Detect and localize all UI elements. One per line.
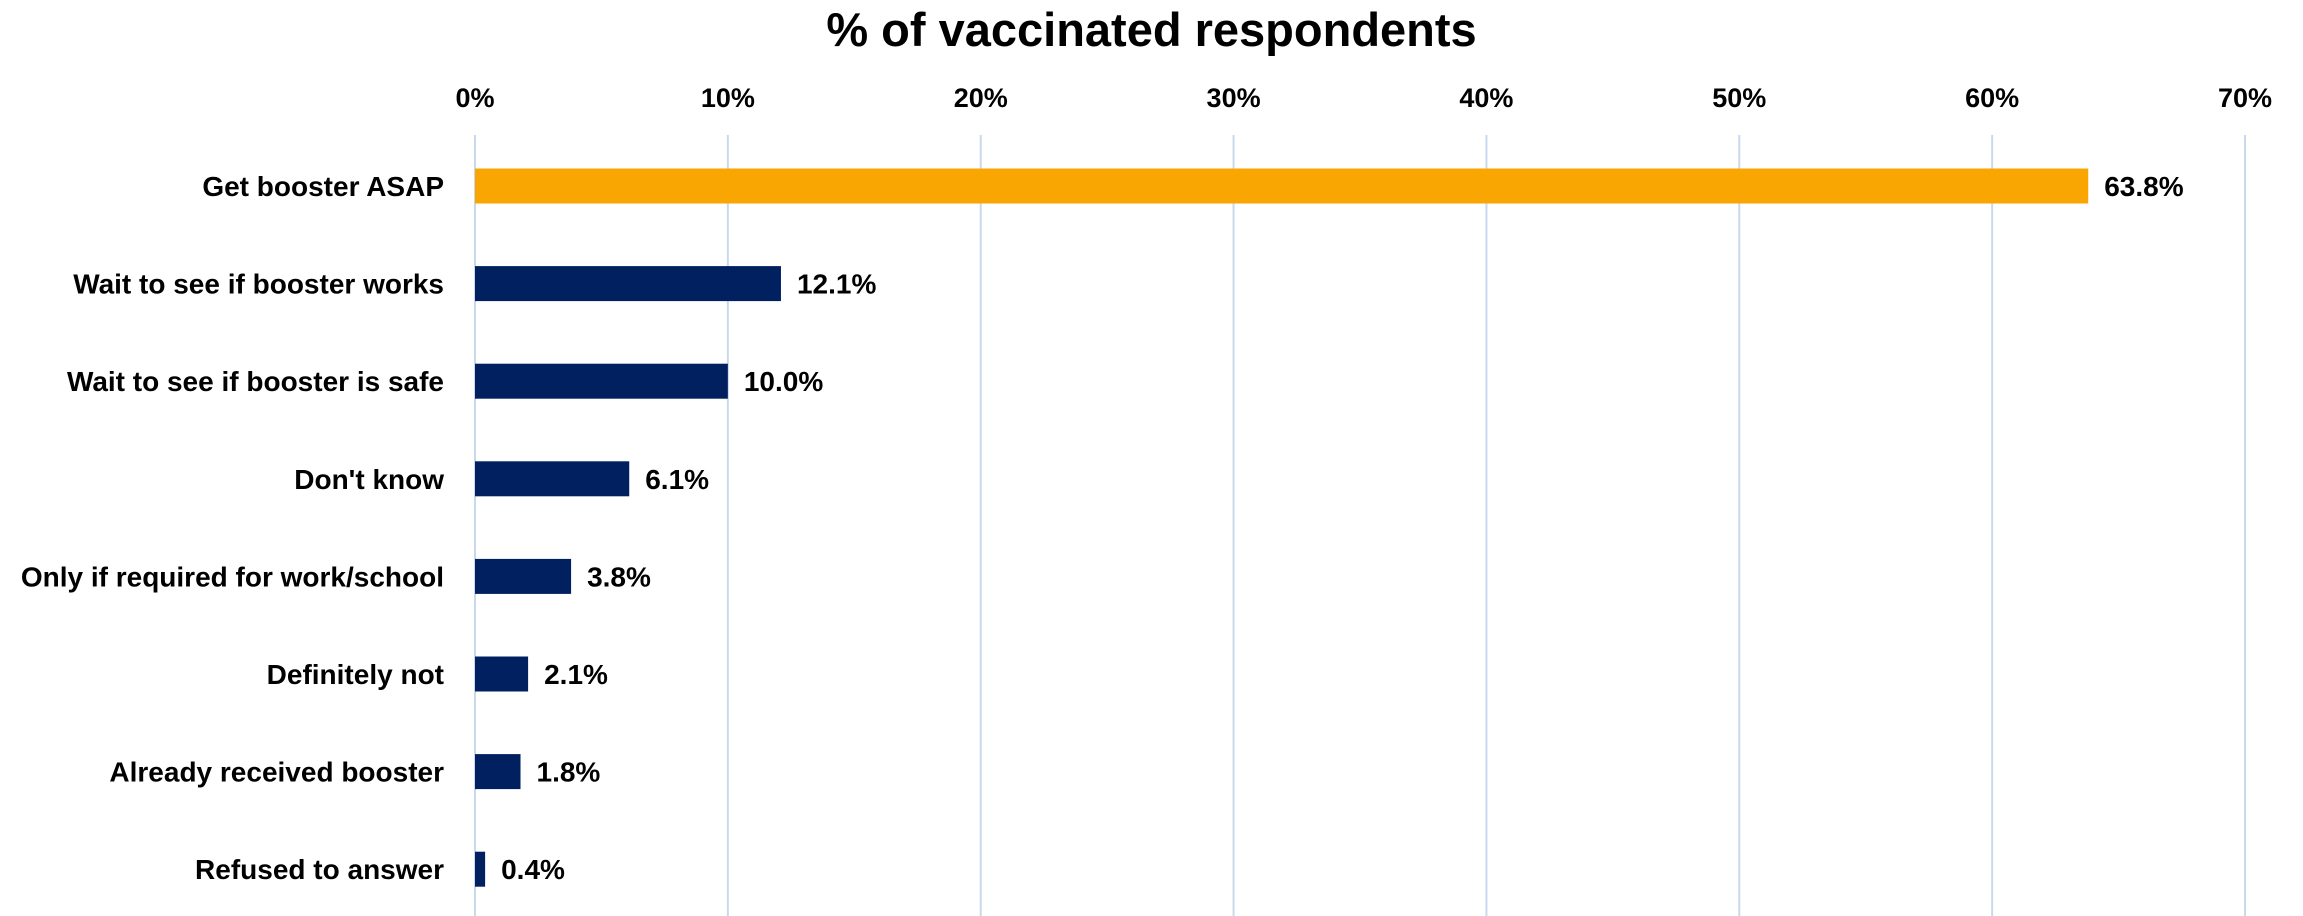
category-label: Refused to answer bbox=[195, 854, 444, 885]
gridlines bbox=[474, 135, 2246, 916]
data-label: 10.0% bbox=[744, 366, 823, 397]
bar bbox=[475, 266, 781, 302]
category-label: Wait to see if booster works bbox=[73, 269, 444, 300]
bars bbox=[475, 168, 2089, 887]
data-label: 12.1% bbox=[797, 269, 876, 300]
x-tick-label: 20% bbox=[954, 83, 1008, 113]
chart-title: % of vaccinated respondents bbox=[826, 3, 1477, 56]
x-tick-label: 50% bbox=[1712, 83, 1766, 113]
x-tick-label: 0% bbox=[455, 83, 494, 113]
category-label: Definitely not bbox=[267, 659, 444, 690]
bar bbox=[475, 656, 529, 692]
bar bbox=[475, 363, 728, 399]
x-tick-label: 70% bbox=[2218, 83, 2272, 113]
category-label: Get booster ASAP bbox=[202, 171, 444, 202]
category-label: Wait to see if booster is safe bbox=[67, 366, 444, 397]
x-tick-label: 40% bbox=[1459, 83, 1513, 113]
data-label: 3.8% bbox=[587, 561, 651, 592]
x-tick-label: 30% bbox=[1207, 83, 1261, 113]
data-label: 1.8% bbox=[537, 757, 601, 788]
bar bbox=[475, 168, 2089, 204]
category-label: Already received booster bbox=[109, 757, 444, 788]
category-labels: Get booster ASAP Wait to see if booster w… bbox=[21, 171, 444, 885]
data-label: 0.4% bbox=[501, 854, 565, 885]
x-tick-label: 60% bbox=[1965, 83, 2019, 113]
category-label: Only if required for work/school bbox=[21, 561, 444, 592]
x-tick-label: 10% bbox=[701, 83, 755, 113]
data-labels: 63.8% 12.1% 10.0% 6.1% 3.8% 2.1% 1.8% 0.4% bbox=[501, 171, 2184, 885]
x-axis-ticks: 0% 10% 20% 30% 40% 50% 60% 70% bbox=[455, 83, 2272, 113]
category-label: Don't know bbox=[294, 464, 444, 495]
data-label: 6.1% bbox=[645, 464, 709, 495]
bar bbox=[475, 754, 521, 790]
bar bbox=[475, 851, 486, 887]
data-label: 63.8% bbox=[2104, 171, 2183, 202]
bar bbox=[475, 461, 630, 497]
bar bbox=[475, 558, 572, 594]
data-label: 2.1% bbox=[544, 659, 608, 690]
